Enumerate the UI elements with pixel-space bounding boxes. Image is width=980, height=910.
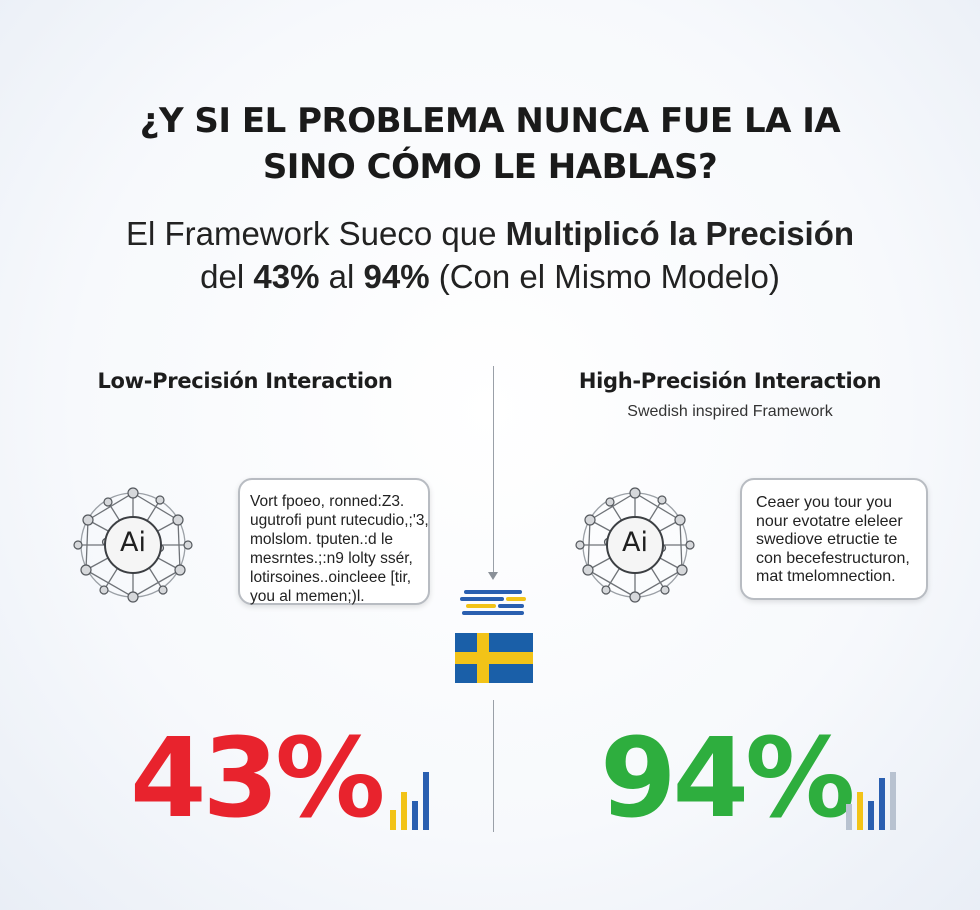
bubble-line: nour evotatre eleleer: [756, 512, 903, 530]
bubble-line: Vort fpoeo, ronned:Z3.: [250, 493, 405, 510]
subtitle-text: El Framework Sueco que: [125, 215, 506, 252]
subtitle-value-high: 94%: [363, 258, 430, 295]
subtitle-text: (Con el Mismo Modelo): [429, 258, 780, 295]
bar-mark: [857, 792, 863, 830]
ai-label: Ai: [120, 527, 146, 558]
subtitle-emphasis: Multiplicó la Precisión: [505, 215, 855, 252]
bar-mark: [412, 801, 418, 830]
bar-mark: [890, 772, 896, 830]
title-line-2: SINO CÓMO LE HABLAS?: [262, 147, 718, 187]
bar-mark: [879, 778, 885, 830]
bubble-line: con becefestructuron,: [756, 549, 910, 567]
stripes-icon: [460, 590, 526, 616]
title-line-1: ¿Y SI EL PROBLEMA NUNCA FUE LA IA: [139, 101, 841, 141]
subtitle: El Framework Sueco que Multiplicó la Pre…: [0, 212, 980, 298]
bubble-line: Ceaer you tour you: [756, 494, 893, 511]
bubble-line: you al memen;)l.: [250, 588, 365, 605]
page-title: ¿Y SI EL PROBLEMA NUNCA FUE LA IA SINO C…: [0, 98, 980, 190]
bar-mark: [390, 810, 396, 830]
bar-mark: [401, 792, 407, 830]
center-divider-top: [493, 366, 494, 576]
divider-arrow-icon: [488, 572, 498, 580]
neural-network-ai-icon: Ai: [68, 480, 198, 610]
left-chat-bubble: Vort fpoeo, ronned:Z3. ugutrofi punt rut…: [238, 478, 430, 605]
bubble-line: ugutrofi punt rutecudio,;'3,: [250, 512, 429, 529]
bar-mark: [423, 772, 429, 830]
right-heading: High-Precisión Interaction: [578, 369, 882, 393]
bubble-line: swediove etructie te: [756, 531, 898, 548]
bubble-line: lotirsoines..oincleee [tir,: [250, 569, 412, 586]
bar-mark: [846, 804, 852, 830]
bubble-line: mat tmelomnection.: [756, 568, 896, 585]
right-chat-bubble: Ceaer you tour you nour evotatre eleleer…: [740, 478, 928, 600]
left-heading: Low-Precisión Interaction: [97, 369, 393, 393]
bar-chart-icon: [390, 770, 434, 830]
bar-mark: [868, 801, 874, 830]
ai-label: Ai: [622, 527, 648, 558]
subtitle-text: del: [200, 258, 254, 295]
neural-network-ai-icon: Ai: [570, 480, 700, 610]
center-divider-bottom: [493, 700, 494, 832]
low-precision-percent: 43%: [130, 714, 385, 842]
bar-chart-icon: [846, 770, 902, 830]
bubble-line: mesrntes.;:n9 lolty ssér,: [250, 550, 413, 567]
subtitle-value-low: 43%: [253, 258, 320, 295]
swedish-flag-icon: [455, 633, 533, 683]
subtitle-text: al: [319, 258, 364, 295]
subtitle-line-2: del 43% al 94% (Con el Mismo Modelo): [0, 255, 980, 298]
high-precision-percent: 94%: [600, 714, 855, 842]
subtitle-line-1: El Framework Sueco que Multiplicó la Pre…: [0, 212, 980, 255]
right-subheading: Swedish inspired Framework: [627, 403, 833, 420]
bubble-line: molslom. tputen.:d le: [250, 531, 394, 548]
